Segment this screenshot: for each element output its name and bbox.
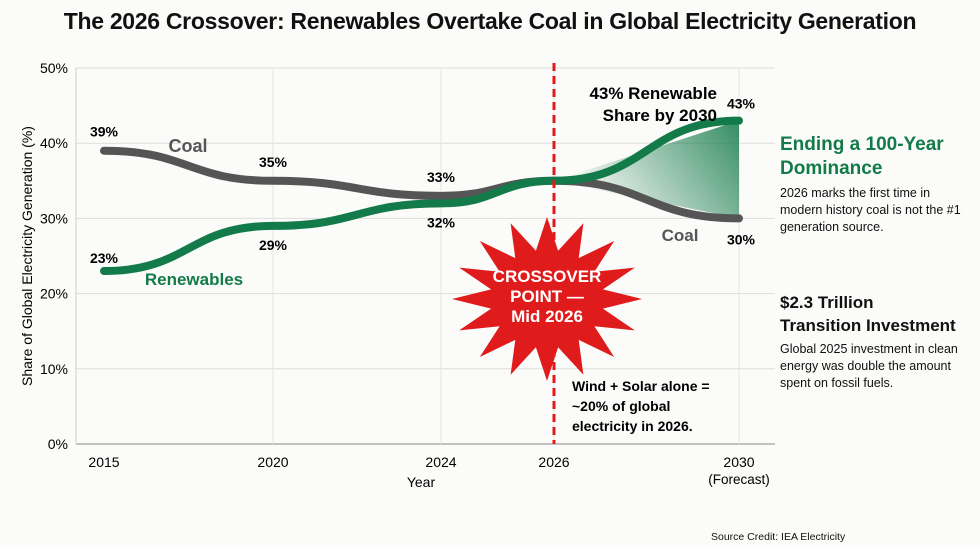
side-text-1: 2026 marks the first time in modern hist… bbox=[780, 186, 961, 234]
x-tick-label: 2030 bbox=[723, 454, 754, 470]
y-tick-label: 40% bbox=[40, 135, 68, 151]
series-label-coal-end: Coal bbox=[662, 226, 699, 245]
series-label-renewables: Renewables bbox=[145, 270, 243, 289]
x-tick-label: 2015 bbox=[88, 454, 119, 470]
y-tick-label: 0% bbox=[48, 436, 68, 452]
side-heading-2b: Transition Investment bbox=[780, 316, 956, 335]
side-text-2: Global 2025 investment in clean energy w… bbox=[780, 342, 958, 390]
x-tick-sublabel: (Forecast) bbox=[708, 472, 770, 487]
data-label: 39% bbox=[90, 124, 119, 140]
x-tick-label: 2024 bbox=[425, 454, 456, 470]
wind-solar-annotation: Wind + Solar alone = bbox=[572, 378, 710, 394]
data-label: 43% bbox=[727, 96, 756, 112]
y-tick-label: 30% bbox=[40, 210, 68, 226]
x-axis-label: Year bbox=[407, 474, 436, 490]
y-tick-label: 20% bbox=[40, 286, 68, 302]
wind-solar-annotation: ~20% of global bbox=[572, 398, 670, 414]
x-tick-label: 2020 bbox=[257, 454, 288, 470]
source-credit: Source Credit: IEA Electricity bbox=[711, 531, 846, 543]
renewable-share-annotation: 43% Renewable bbox=[589, 84, 717, 103]
crossover-label: POINT — bbox=[510, 287, 584, 306]
side-heading-1b: Dominance bbox=[780, 158, 883, 179]
y-axis-label: Share of Global Electricity Generation (… bbox=[19, 126, 35, 386]
wind-solar-annotation: electricity in 2026. bbox=[572, 418, 693, 434]
crossover-label: CROSSOVER bbox=[493, 267, 602, 286]
series-label-coal: Coal bbox=[168, 136, 207, 156]
x-tick-label: 2026 bbox=[538, 454, 569, 470]
side-note-investment: $2.3 Trillion Transition Investment Glob… bbox=[780, 291, 975, 392]
data-label: 32% bbox=[427, 214, 456, 230]
crossover-starburst bbox=[452, 217, 642, 381]
renewable-share-annotation: Share by 2030 bbox=[603, 106, 717, 125]
side-heading-2a: $2.3 Trillion bbox=[780, 293, 874, 312]
side-note-dominance: Ending a 100-Year Dominance 2026 marks t… bbox=[780, 133, 975, 236]
data-label: 29% bbox=[259, 237, 288, 253]
data-label: 35% bbox=[259, 154, 288, 170]
series-line-coal bbox=[100, 146, 743, 223]
gap-shading bbox=[554, 120, 739, 219]
chart-title: The 2026 Crossover: Renewables Overtake … bbox=[63, 8, 917, 34]
crossover-label: Mid 2026 bbox=[511, 307, 583, 326]
data-label: 30% bbox=[727, 231, 756, 247]
side-heading-1a: Ending a 100-Year bbox=[780, 134, 944, 155]
series-line-renewables bbox=[100, 116, 743, 276]
y-tick-label: 50% bbox=[40, 60, 68, 76]
data-label: 33% bbox=[427, 169, 456, 185]
data-label: 23% bbox=[90, 250, 119, 266]
y-tick-label: 10% bbox=[40, 361, 68, 377]
